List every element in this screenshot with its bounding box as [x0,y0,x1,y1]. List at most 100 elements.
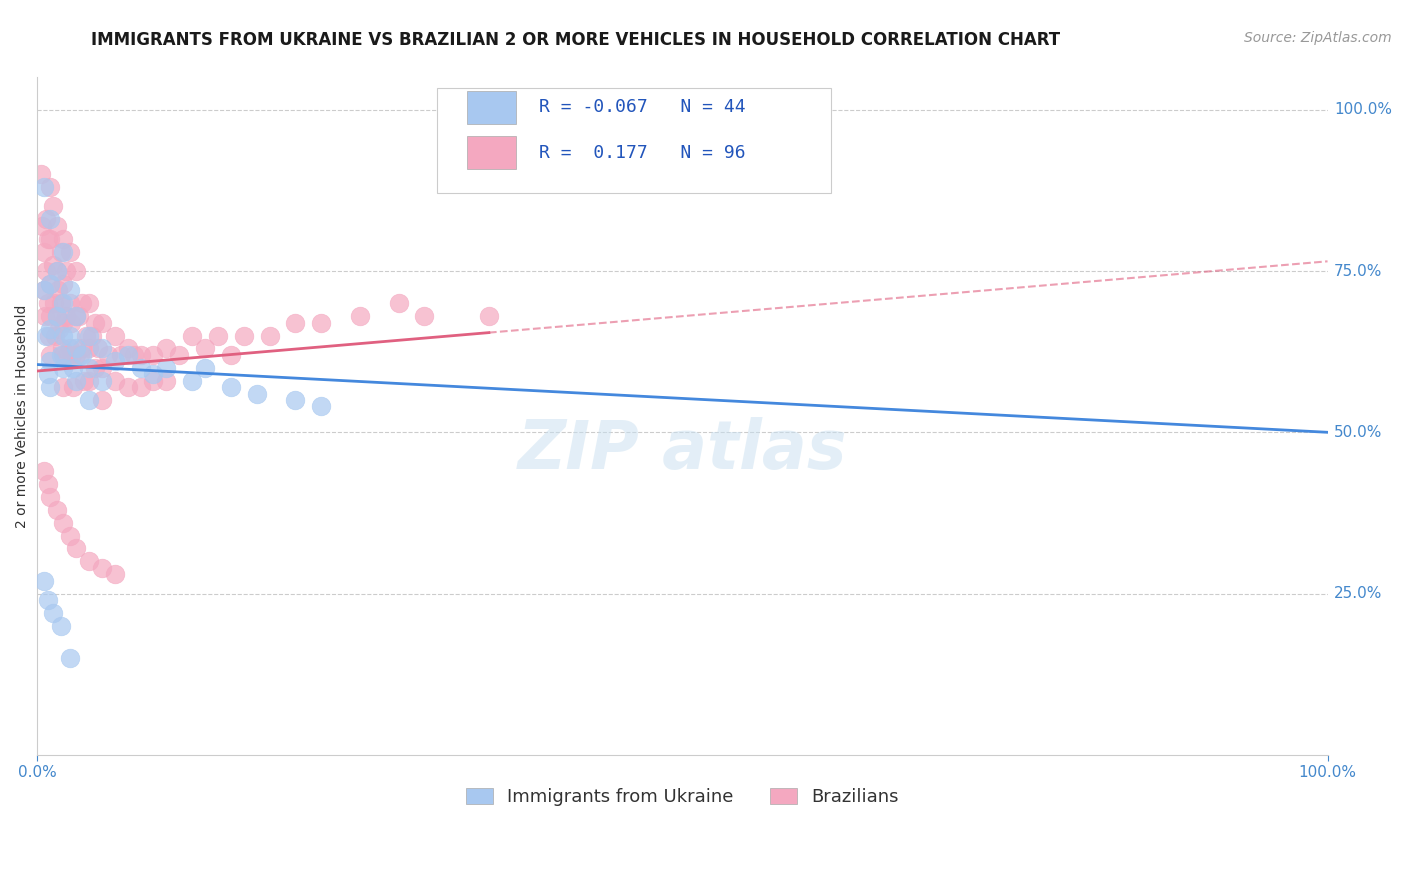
Point [129,348,152,362]
Point [32,464,55,478]
Point [35,212,58,227]
Point [72,342,94,356]
Point [59,316,82,330]
Point [65,348,87,362]
Point [46,284,69,298]
Point [39,490,62,504]
Point [39,380,62,394]
Point [90,392,112,407]
Point [142,368,165,382]
Point [45,502,67,516]
Point [37,368,59,382]
Point [413,309,436,323]
Point [52,277,75,291]
Point [58,651,80,665]
Point [58,328,80,343]
Point [232,328,254,343]
Point [207,328,229,343]
Point [38,328,60,343]
Point [37,296,59,310]
Point [129,380,152,394]
Point [49,619,72,633]
Point [51,342,73,356]
Point [84,360,107,375]
Point [387,296,409,310]
Point [42,296,65,310]
Point [45,309,67,323]
Point [52,360,75,375]
Point [55,309,77,323]
Text: R =  0.177   N = 96: R = 0.177 N = 96 [540,144,745,161]
Point [90,316,112,330]
Point [55,264,77,278]
Point [142,374,165,388]
FancyBboxPatch shape [467,136,516,169]
Point [30,167,52,181]
Point [52,296,75,310]
Point [35,328,58,343]
Point [37,593,59,607]
Point [117,380,139,394]
Point [77,374,100,388]
Point [45,219,67,233]
Point [65,374,87,388]
Point [60,348,83,362]
Point [62,380,84,394]
Point [39,212,62,227]
Text: Source: ZipAtlas.com: Source: ZipAtlas.com [1244,31,1392,45]
Point [104,567,127,582]
Point [75,328,97,343]
Text: 75.0%: 75.0% [1334,263,1382,278]
Point [77,296,100,310]
Text: 100.0%: 100.0% [1334,103,1392,117]
Point [69,348,91,362]
Point [90,360,112,375]
Point [52,380,75,394]
Point [52,516,75,530]
Point [58,296,80,310]
Point [48,322,70,336]
Point [142,348,165,362]
Point [77,342,100,356]
Point [42,606,65,620]
Point [194,360,217,375]
FancyBboxPatch shape [467,91,516,123]
Point [194,342,217,356]
Point [73,374,96,388]
Y-axis label: 2 or more Vehicles in Household: 2 or more Vehicles in Household [15,304,30,528]
Point [58,284,80,298]
Text: ZIP atlas: ZIP atlas [517,417,848,483]
Point [39,309,62,323]
Point [104,374,127,388]
Point [32,244,55,259]
Point [49,244,72,259]
Point [309,316,332,330]
Point [284,316,307,330]
Point [52,328,75,343]
Point [104,354,127,368]
Point [52,348,75,362]
Point [65,309,87,323]
Point [155,374,177,388]
Point [49,296,72,310]
Text: IMMIGRANTS FROM UKRAINE VS BRAZILIAN 2 OR MORE VEHICLES IN HOUSEHOLD CORRELATION: IMMIGRANTS FROM UKRAINE VS BRAZILIAN 2 O… [91,31,1060,49]
Point [72,296,94,310]
Point [58,342,80,356]
Legend: Immigrants from Ukraine, Brazilians: Immigrants from Ukraine, Brazilians [458,780,907,814]
Point [77,328,100,343]
Point [45,264,67,278]
Point [117,348,139,362]
Point [155,360,177,375]
Point [52,316,75,330]
Point [122,348,145,362]
Text: 25.0%: 25.0% [1334,586,1382,601]
Point [52,244,75,259]
FancyBboxPatch shape [437,87,831,193]
Point [35,264,58,278]
Point [349,309,371,323]
Point [84,316,107,330]
Point [110,348,132,362]
Point [181,374,204,388]
Point [90,561,112,575]
Point [77,392,100,407]
